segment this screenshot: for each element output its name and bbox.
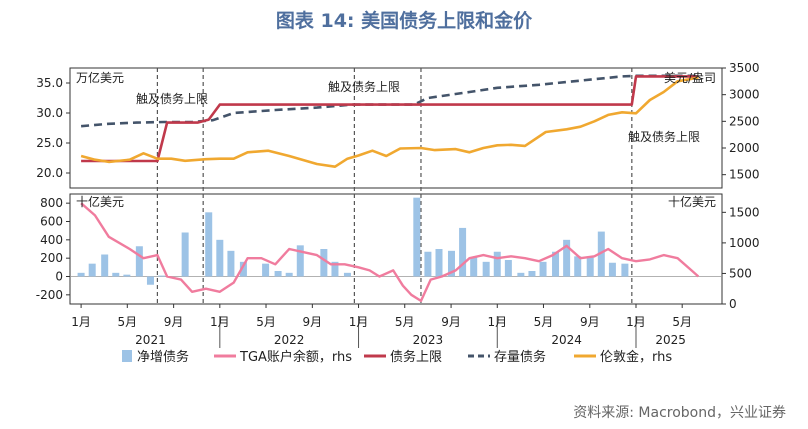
net-debt-bar <box>331 261 339 277</box>
net-debt-bar <box>621 263 629 277</box>
bottom-right-axis-label: 1000 <box>729 236 760 250</box>
month-label: 5月 <box>534 315 554 329</box>
debt-ceiling-line <box>81 75 699 163</box>
debt-ceiling-annotation: 触及债务上限 <box>628 129 700 144</box>
net-debt-bar <box>504 260 512 277</box>
top-right-unit: 美元/盎司 <box>664 71 716 85</box>
debt-ceiling-annotation: 触及债务上限 <box>136 91 208 106</box>
bottom-panel-frame <box>69 193 723 305</box>
net-debt-bar <box>123 274 131 277</box>
month-label: 1月 <box>626 315 646 329</box>
bottom-left-unit: 十亿美元 <box>76 194 124 209</box>
net-debt-bar <box>274 271 282 277</box>
bottom-left-axis-label: -200 <box>36 288 63 302</box>
top-left-axis-label: 35.0 <box>36 76 63 90</box>
month-label: 5月 <box>256 315 276 329</box>
year-label: 2022 <box>274 333 305 347</box>
month-label: 5月 <box>672 315 692 329</box>
month-label: 9月 <box>164 315 184 329</box>
net-debt-bar <box>158 275 166 277</box>
top-right-axis-label: 3500 <box>729 61 760 75</box>
top-panel-frame <box>69 67 723 189</box>
month-label: 9月 <box>303 315 323 329</box>
net-debt-bar <box>459 227 467 277</box>
net-debt-bar <box>608 262 616 277</box>
top-left-unit: 万亿美元 <box>76 70 124 85</box>
net-debt-bar <box>262 263 270 277</box>
net-debt-bar <box>216 239 224 277</box>
debt-ceiling-annotation: 触及债务上限 <box>328 79 400 94</box>
net-debt-bar <box>239 261 247 277</box>
year-label: 2021 <box>135 333 166 347</box>
net-debt-bar <box>552 251 560 277</box>
net-debt-bar <box>539 261 547 277</box>
month-label: 1月 <box>71 315 91 329</box>
chart-title: 图表 14: 美国债务上限和金价 <box>275 10 533 32</box>
net-debt-bar <box>482 261 490 277</box>
net-debt-bar <box>435 249 443 277</box>
top-right-axis-label: 1500 <box>729 168 760 182</box>
month-label: 5月 <box>117 315 137 329</box>
net-debt-bar <box>296 245 304 277</box>
year-label: 2023 <box>413 333 444 347</box>
top-right-axis-label: 2000 <box>729 141 760 155</box>
net-debt-bar <box>528 271 536 277</box>
net-debt-bar <box>77 272 85 277</box>
net-debt-bar <box>285 272 293 277</box>
net-debt-bar <box>88 263 96 277</box>
bottom-left-axis-label: 600 <box>40 215 63 229</box>
net-debt-bar <box>112 272 120 277</box>
net-debt-bar <box>574 256 582 277</box>
net-debt-bar <box>205 212 213 277</box>
tga-balance-line <box>80 202 700 303</box>
legend-label: 净增债务 <box>137 349 189 365</box>
net-debt-bar <box>586 256 594 277</box>
net-debt-bar <box>493 251 501 277</box>
net-debt-bar <box>517 272 525 277</box>
month-label: 5月 <box>395 315 415 329</box>
top-right-axis-label: 2500 <box>729 114 760 128</box>
month-label: 1月 <box>487 315 507 329</box>
debt-stock-line <box>80 74 699 128</box>
net-debt-bar <box>343 272 351 277</box>
source-note: 资料来源: Macrobond，兴业证券 <box>573 405 786 421</box>
bottom-left-axis-label: 800 <box>40 196 63 210</box>
net-debt-bar <box>320 249 328 277</box>
legend-label: 债务上限 <box>390 349 442 365</box>
net-debt-bar <box>146 276 154 285</box>
bottom-left-axis-label: 0 <box>55 270 63 284</box>
year-label: 2025 <box>655 333 686 347</box>
net-debt-bar <box>181 232 189 277</box>
top-right-axis-label: 3000 <box>729 88 760 102</box>
month-label: 9月 <box>580 315 600 329</box>
net-debt-bar <box>227 250 235 277</box>
net-debt-bar <box>470 257 478 277</box>
bottom-right-axis-label: 500 <box>729 266 752 280</box>
legend-swatch <box>122 350 132 362</box>
net-debt-bar <box>101 254 109 277</box>
top-left-axis-label: 20.0 <box>36 166 63 180</box>
legend-label: TGA账户余额，rhs <box>239 349 352 365</box>
net-debt-bar <box>597 231 605 277</box>
legend-label: 伦敦金，rhs <box>600 349 672 365</box>
net-debt-bar <box>424 251 432 277</box>
bottom-right-axis-label: 1500 <box>729 205 760 219</box>
net-debt-bar <box>563 239 571 277</box>
bottom-left-axis-label: 200 <box>40 251 63 265</box>
top-left-axis-label: 25.0 <box>36 136 63 150</box>
gold-price-line <box>80 76 699 168</box>
month-label: 1月 <box>210 315 230 329</box>
net-debt-bar <box>135 246 143 277</box>
top-left-axis-label: 30.0 <box>36 106 63 120</box>
net-debt-bar <box>447 250 455 277</box>
bottom-right-axis-label: 0 <box>729 297 737 311</box>
month-label: 9月 <box>441 315 461 329</box>
legend-label: 存量债务 <box>494 349 546 365</box>
year-label: 2024 <box>551 333 582 347</box>
bottom-left-axis-label: 400 <box>40 233 63 247</box>
month-label: 1月 <box>349 315 369 329</box>
bottom-right-unit: 十亿美元 <box>668 194 716 209</box>
net-debt-bar <box>413 197 421 277</box>
